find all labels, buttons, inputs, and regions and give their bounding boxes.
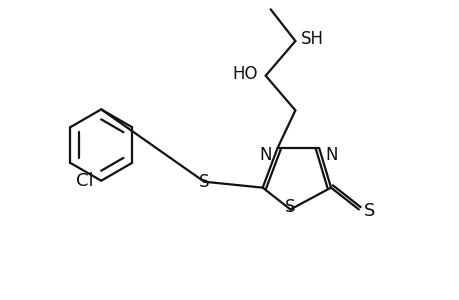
Text: S: S — [363, 202, 374, 220]
Text: HO: HO — [232, 65, 257, 83]
Text: Cl: Cl — [75, 172, 93, 190]
Text: S: S — [285, 198, 295, 216]
Text: N: N — [258, 146, 271, 164]
Text: SH: SH — [301, 30, 324, 48]
Text: N: N — [325, 146, 337, 164]
Text: S: S — [199, 173, 209, 191]
